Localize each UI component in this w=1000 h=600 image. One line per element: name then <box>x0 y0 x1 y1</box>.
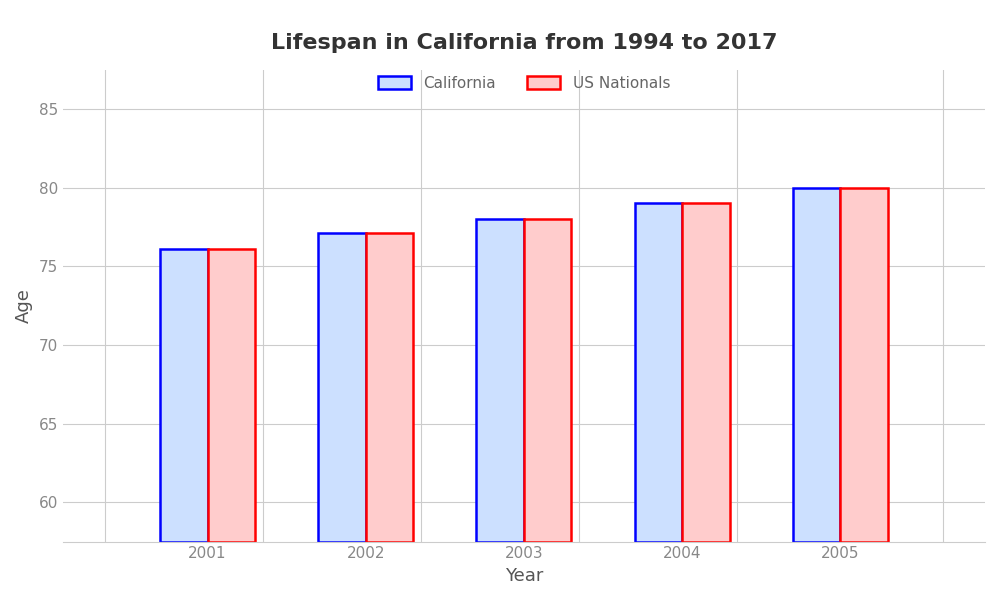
Y-axis label: Age: Age <box>15 288 33 323</box>
X-axis label: Year: Year <box>505 567 543 585</box>
Bar <box>160 249 208 542</box>
Bar <box>366 233 413 542</box>
Bar <box>635 203 682 542</box>
Bar <box>682 203 730 542</box>
Bar <box>318 233 366 542</box>
Bar <box>524 219 571 542</box>
Legend: California, US Nationals: California, US Nationals <box>370 68 678 98</box>
Title: Lifespan in California from 1994 to 2017: Lifespan in California from 1994 to 2017 <box>271 33 777 53</box>
Bar <box>208 249 255 542</box>
Bar <box>840 188 888 542</box>
Bar <box>793 188 840 542</box>
Bar <box>476 219 524 542</box>
